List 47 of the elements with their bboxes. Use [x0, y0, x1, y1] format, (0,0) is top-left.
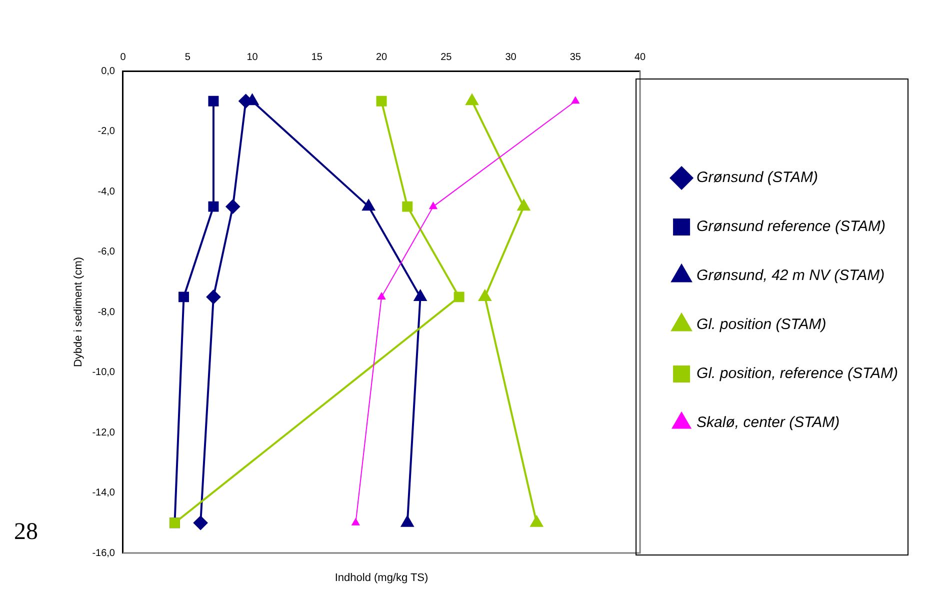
y-tick-label: -12,0 — [92, 427, 116, 438]
point — [454, 292, 464, 302]
point — [376, 96, 387, 106]
y-tick-label: -8,0 — [98, 306, 116, 318]
point — [414, 290, 426, 301]
x-tick-label: 15 — [311, 52, 323, 63]
point — [208, 201, 219, 212]
point — [466, 94, 478, 106]
y-tick-label: -4,0 — [98, 186, 116, 198]
text: 28 — [14, 519, 38, 545]
x-tick-label: 5 — [184, 52, 191, 63]
point — [530, 516, 543, 527]
x-axis-title: Indhold (mg/kg TS) — [334, 572, 428, 584]
legend-label: Grønsund, 42 m NV (STAM) — [696, 267, 885, 284]
x-tick-label: 0 — [120, 52, 126, 63]
legend-label: Grønsund (STAM) — [696, 169, 818, 186]
point — [362, 200, 375, 211]
y-tick-label: -16,0 — [92, 548, 116, 559]
y-axis-title: Dybde i sediment (cm) — [72, 256, 85, 368]
x-tick-label: 30 — [505, 52, 517, 63]
legend-label: Gl. position (STAM) — [696, 316, 826, 334]
point — [208, 96, 219, 106]
point — [206, 290, 220, 304]
point — [518, 200, 530, 211]
x-tick-label: 35 — [570, 52, 582, 63]
legend-label: Grønsund reference (STAM) — [696, 218, 886, 236]
y-tick-label: -2,0 — [98, 126, 116, 137]
y-tick-label: -6,0 — [98, 246, 116, 258]
legend-label: Skalø, center (STAM) — [696, 414, 840, 432]
point — [571, 96, 580, 104]
point — [226, 200, 240, 214]
x-tick-label: 20 — [376, 52, 388, 63]
y-tick-label: -10,0 — [92, 367, 116, 378]
y-tick-label: 0,0 — [101, 66, 116, 77]
point — [401, 516, 414, 527]
point — [194, 516, 208, 530]
point — [429, 202, 438, 210]
x-tick-label: 40 — [634, 52, 646, 63]
y-tick-label: -14,0 — [92, 488, 116, 498]
point — [178, 292, 189, 302]
x-tick-label: 25 — [440, 52, 452, 63]
point — [402, 201, 413, 212]
point — [378, 292, 386, 300]
x-tick-label: 10 — [246, 52, 258, 63]
point — [352, 518, 360, 526]
point — [478, 290, 492, 301]
legend-label: Gl. position, reference (STAM) — [696, 365, 898, 382]
